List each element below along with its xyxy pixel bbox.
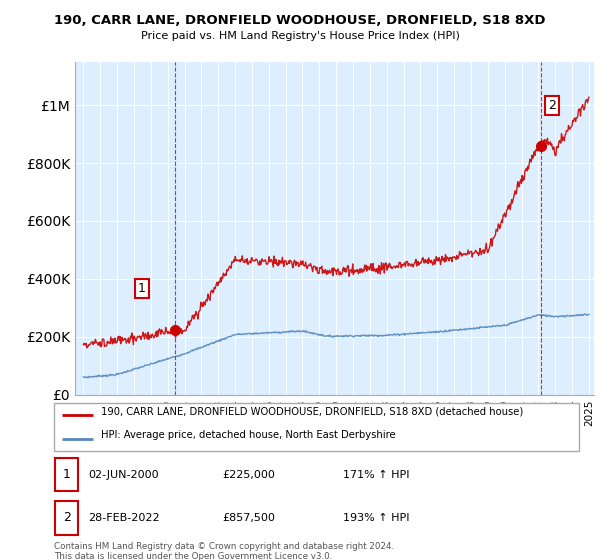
- Text: Contains HM Land Registry data © Crown copyright and database right 2024.
This d: Contains HM Land Registry data © Crown c…: [54, 542, 394, 560]
- FancyBboxPatch shape: [55, 458, 78, 492]
- Text: 1: 1: [62, 468, 71, 481]
- Text: HPI: Average price, detached house, North East Derbyshire: HPI: Average price, detached house, Nort…: [101, 430, 396, 440]
- Text: £857,500: £857,500: [222, 513, 275, 522]
- Text: 02-JUN-2000: 02-JUN-2000: [88, 470, 159, 479]
- Text: 193% ↑ HPI: 193% ↑ HPI: [343, 513, 409, 522]
- Text: 2: 2: [62, 511, 71, 524]
- Text: £225,000: £225,000: [222, 470, 275, 479]
- Text: 190, CARR LANE, DRONFIELD WOODHOUSE, DRONFIELD, S18 8XD (detached house): 190, CARR LANE, DRONFIELD WOODHOUSE, DRO…: [101, 406, 523, 416]
- Text: 190, CARR LANE, DRONFIELD WOODHOUSE, DRONFIELD, S18 8XD: 190, CARR LANE, DRONFIELD WOODHOUSE, DRO…: [54, 14, 546, 27]
- Text: 2: 2: [548, 99, 556, 111]
- FancyBboxPatch shape: [54, 403, 579, 451]
- Text: 171% ↑ HPI: 171% ↑ HPI: [343, 470, 409, 479]
- Text: Price paid vs. HM Land Registry's House Price Index (HPI): Price paid vs. HM Land Registry's House …: [140, 31, 460, 41]
- Text: 1: 1: [137, 282, 146, 295]
- Text: 28-FEB-2022: 28-FEB-2022: [88, 513, 160, 522]
- FancyBboxPatch shape: [55, 501, 78, 534]
